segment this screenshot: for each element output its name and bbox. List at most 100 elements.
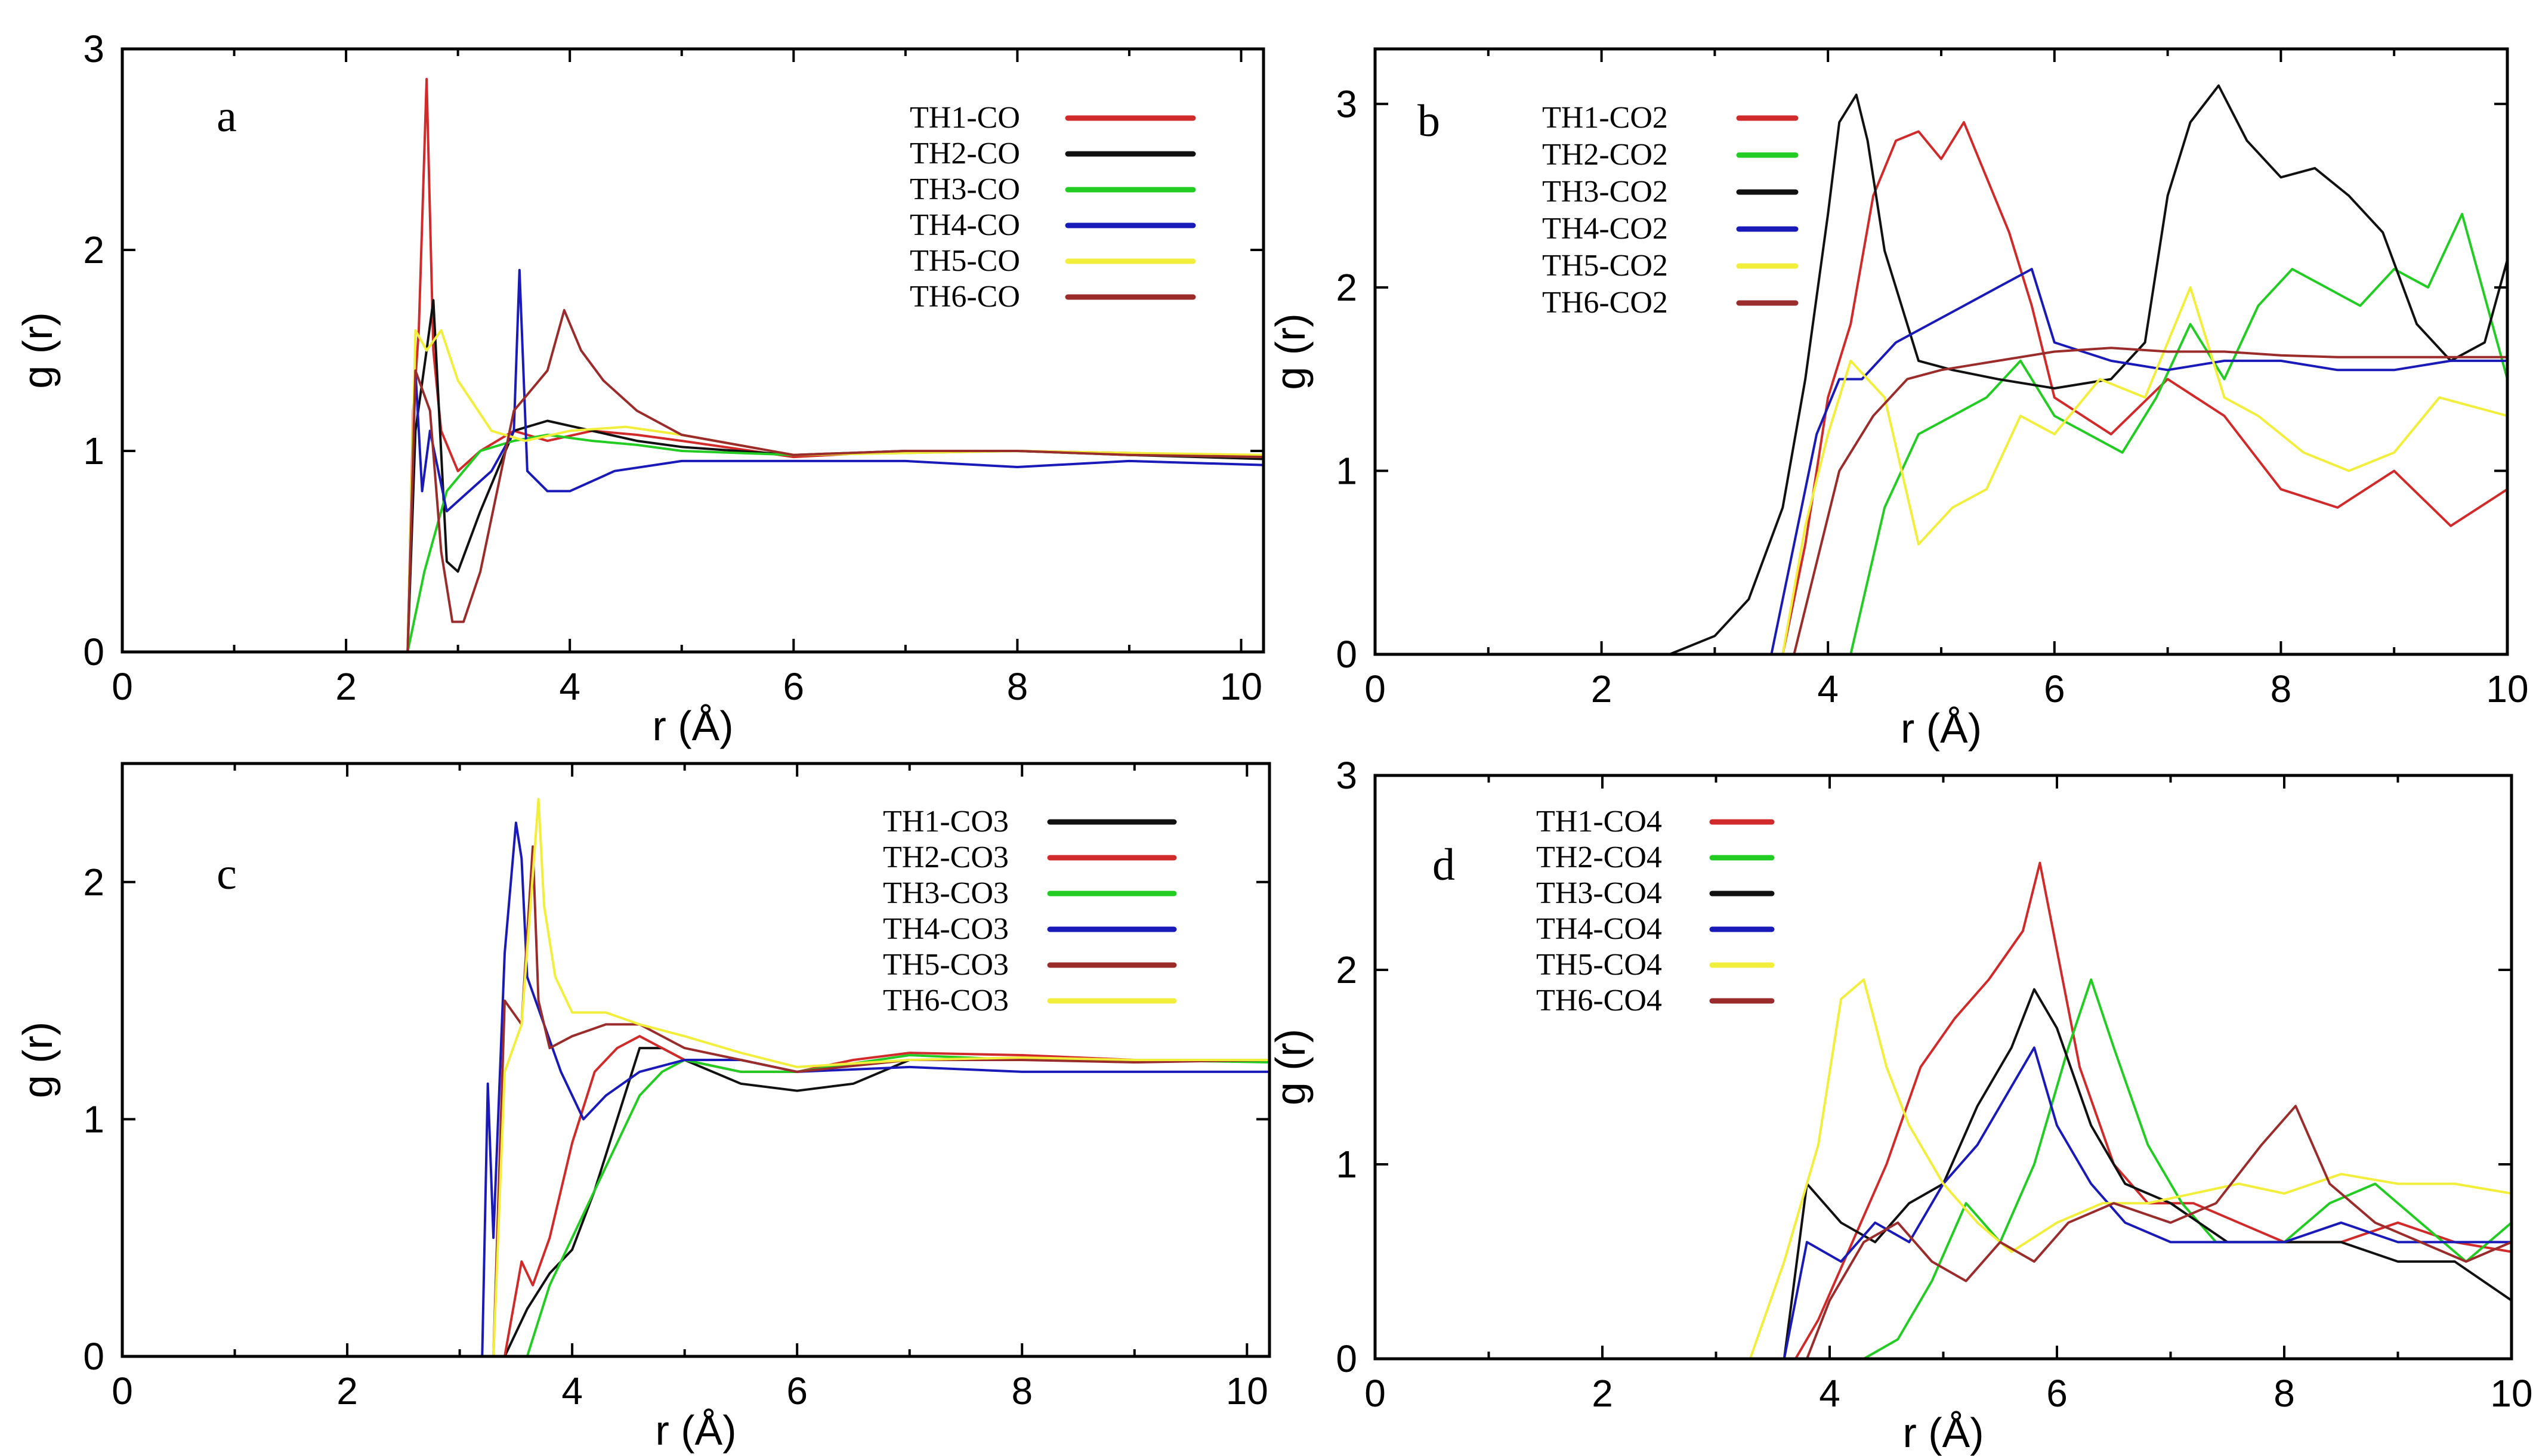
panel-letter: a xyxy=(217,91,237,141)
legend-label: TH2-CO2 xyxy=(1542,138,1668,172)
x-tick-label: 4 xyxy=(1819,1372,1840,1415)
legend-label: TH3-CO xyxy=(910,172,1020,206)
x-tick-label: 0 xyxy=(1364,1372,1386,1415)
axis-frame xyxy=(121,762,1271,1358)
y-tick-label: 3 xyxy=(83,27,104,70)
y-axis-title: g (r) xyxy=(14,312,61,388)
series-line-th4-co4 xyxy=(1375,1046,2512,1360)
x-axis-title: r (Å) xyxy=(655,1407,736,1454)
chart-panel-a: 0 2 4 6 8 10 0 1 2 3 r (Å) g (r) a TH1-COTH2-COTH3-CO… xyxy=(14,27,1265,749)
y-axis-title: g (r) xyxy=(1267,1029,1314,1105)
x-tick-label: 8 xyxy=(2271,667,2292,710)
series-line-th4-co2 xyxy=(1375,268,2507,656)
x-tick-label: 0 xyxy=(112,665,133,708)
y-tick-label: 2 xyxy=(83,861,104,904)
y-tick-label: 3 xyxy=(1336,754,1357,797)
series-line-th4-co3 xyxy=(122,821,1269,1358)
x-tick-label: 0 xyxy=(112,1370,133,1412)
legend-label: TH4-CO4 xyxy=(1536,912,1662,946)
series-line-th2-co2 xyxy=(1375,212,2509,656)
x-tick-label: 4 xyxy=(1817,667,1839,710)
legend-label: TH1-CO2 xyxy=(1542,101,1668,135)
legend: TH1-CO2TH2-CO2TH3-CO2TH4-CO2TH5-CO2TH6-C… xyxy=(1542,101,1799,320)
legend-label: TH1-CO3 xyxy=(883,805,1009,839)
x-tick-label: 6 xyxy=(2044,667,2065,710)
y-tick-label: 0 xyxy=(1336,633,1357,676)
x-tick-label: 2 xyxy=(1592,1372,1613,1415)
panel-letter: c xyxy=(217,849,237,899)
series-line-th2-co4 xyxy=(1375,978,2513,1360)
legend: TH1-CO3TH2-CO3TH3-CO3TH4-CO3TH5-CO3TH6-C… xyxy=(883,805,1177,1018)
legend-label: TH5-CO4 xyxy=(1536,948,1662,982)
panel-letter: d xyxy=(1432,840,1455,890)
chart-panel-c: 0 2 4 6 8 10 0 1 2 r (Å) g (r) c TH1-CO3TH2-CO3TH3-C… xyxy=(14,762,1271,1454)
legend: TH1-CO4TH2-CO4TH3-CO4TH4-CO4TH5-CO4TH6-C… xyxy=(1536,805,1775,1018)
legend-label: TH5-CO xyxy=(910,244,1020,278)
legend-label: TH3-CO4 xyxy=(1536,876,1662,910)
panel-letter: b xyxy=(1417,96,1440,146)
x-tick-label: 4 xyxy=(561,1370,583,1412)
legend-label: TH6-CO4 xyxy=(1536,984,1662,1018)
x-tick-label: 8 xyxy=(2273,1372,2295,1415)
legend-label: TH5-CO2 xyxy=(1542,249,1668,283)
y-tick-label: 1 xyxy=(83,1098,104,1140)
chart-panel-b: 0 2 4 6 8 10 0 1 2 3 r (Å) g (r) b TH1-CO2TH2-CO2TH3-… xyxy=(1267,47,2529,752)
x-tick-label: 0 xyxy=(1364,667,1386,710)
y-tick-label: 0 xyxy=(83,630,104,673)
series-line-th6-co3 xyxy=(122,797,1269,1358)
series-line-th6-co xyxy=(122,309,1264,653)
legend-label: TH2-CO xyxy=(910,137,1020,171)
x-tick-label: 2 xyxy=(336,1370,358,1412)
x-tick-label: 2 xyxy=(1591,667,1613,710)
x-tick-label: 8 xyxy=(1011,1370,1033,1412)
x-tick-label: 10 xyxy=(2490,1372,2532,1415)
x-tick-label: 10 xyxy=(2486,667,2528,710)
y-tick-label: 1 xyxy=(83,429,104,472)
series-line-th6-co2 xyxy=(1375,347,2507,656)
y-tick-label: 1 xyxy=(1336,449,1357,492)
legend-label: TH3-CO2 xyxy=(1542,175,1668,209)
series-line-th5-co2 xyxy=(1375,286,2508,656)
series-line-th2-co3 xyxy=(122,1035,1269,1358)
series-line-th5-co4 xyxy=(1375,978,2512,1360)
legend-label: TH6-CO3 xyxy=(883,984,1009,1018)
y-tick-label: 2 xyxy=(83,228,104,271)
x-axis-title: r (Å) xyxy=(1902,1409,1984,1456)
y-axis-title: g (r) xyxy=(14,1022,61,1098)
axis-frame xyxy=(121,47,1265,654)
series-line-th4-co xyxy=(122,268,1264,653)
y-axis-title: g (r) xyxy=(1267,313,1314,389)
legend-label: TH4-CO2 xyxy=(1542,212,1668,246)
y-tick-label: 0 xyxy=(1336,1337,1357,1380)
series-line-th1-co2 xyxy=(1375,121,2509,656)
series-line-th3-co4 xyxy=(1375,988,2513,1360)
x-tick-label: 6 xyxy=(786,1370,808,1412)
y-tick-label: 3 xyxy=(1336,82,1357,125)
legend-label: TH1-CO4 xyxy=(1536,805,1662,839)
x-tick-label: 8 xyxy=(1007,665,1028,708)
legend-label: TH6-CO2 xyxy=(1542,286,1668,320)
legend-label: TH5-CO3 xyxy=(883,948,1009,982)
x-axis-title: r (Å) xyxy=(652,703,733,749)
legend-label: TH4-CO3 xyxy=(883,912,1009,946)
x-tick-label: 10 xyxy=(1220,665,1262,708)
x-tick-label: 6 xyxy=(2046,1372,2068,1415)
y-tick-label: 2 xyxy=(1336,266,1357,309)
y-tick-label: 0 xyxy=(83,1335,104,1378)
legend-label: TH1-CO xyxy=(910,101,1020,135)
legend-label: TH4-CO xyxy=(910,208,1020,242)
y-tick-label: 1 xyxy=(1336,1143,1357,1186)
x-axis-title: r (Å) xyxy=(1901,705,1982,752)
legend-label: TH6-CO xyxy=(910,280,1020,314)
x-tick-label: 4 xyxy=(559,665,580,708)
series-line-th3-co2 xyxy=(1375,84,2509,656)
y-tick-label: 2 xyxy=(1336,948,1357,991)
legend-label: TH2-CO3 xyxy=(883,840,1009,874)
legend-label: TH2-CO4 xyxy=(1536,840,1662,874)
chart-panel-d: 0 2 4 6 8 10 0 1 2 3 r (Å) g (r) d TH1-CO4TH2-CO4TH3-… xyxy=(1267,754,2533,1456)
x-tick-label: 2 xyxy=(335,665,357,708)
x-tick-label: 10 xyxy=(1226,1370,1268,1412)
